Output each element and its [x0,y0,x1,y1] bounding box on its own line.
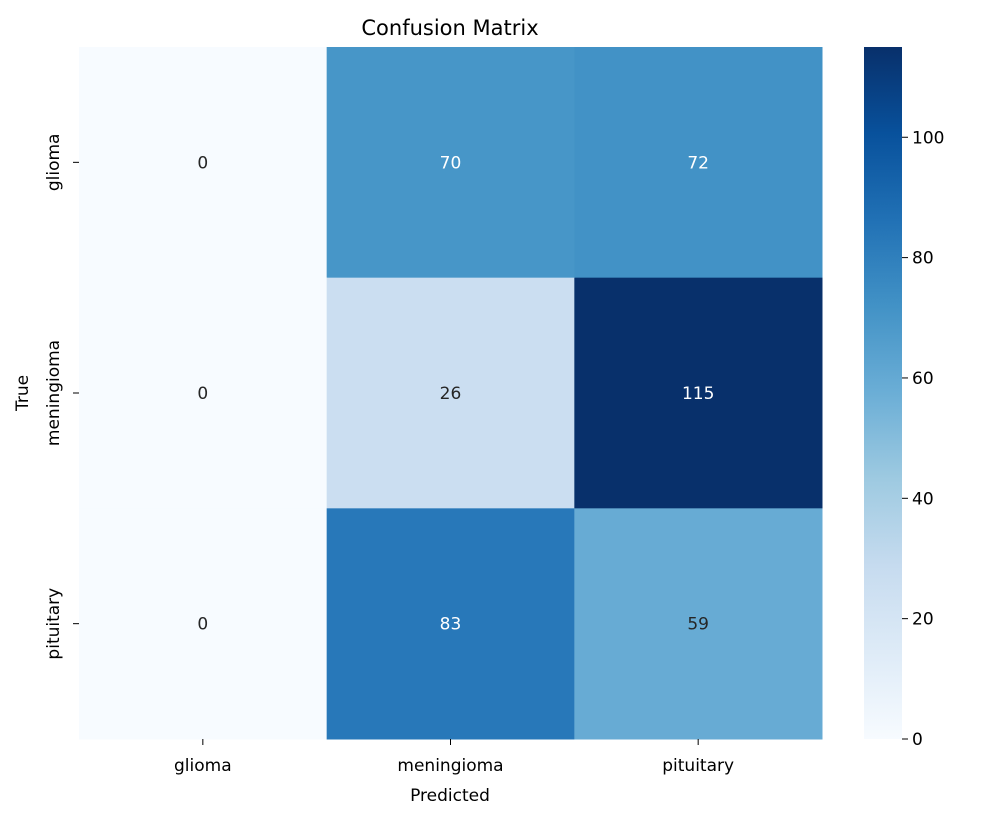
y-tick-label-glioma: glioma [44,134,64,192]
x-axis-label: Predicted [410,786,490,806]
colorbar [864,47,902,739]
heatmap-cell-2-2 [574,508,823,740]
colorbar-tick-label-20: 20 [912,610,934,630]
cell-value-0-2: 72 [687,153,709,173]
heatmap-cell-1-1 [326,277,575,509]
chart-title: Confusion Matrix [361,16,538,40]
cell-value-0-0: 0 [197,153,208,173]
cell-value-2-0: 0 [197,615,208,635]
heatmap-cell-1-2 [574,277,823,509]
cell-value-1-2: 115 [682,384,714,404]
x-tick-label-glioma: glioma [174,756,232,776]
cell-value-0-1: 70 [440,153,462,173]
heatmap-cells [79,47,823,740]
x-axis-ticks: glioma meningioma pituitary [174,739,734,776]
colorbar-tick-label-100: 100 [912,128,944,148]
cell-value-2-1: 83 [440,615,462,635]
cell-value-1-1: 26 [440,384,462,404]
y-tick-label-pituitary: pituitary [44,588,64,660]
y-axis-label: True [13,375,33,412]
cell-value-2-2: 59 [687,615,709,635]
x-tick-label-meningioma: meningioma [397,756,503,776]
colorbar-ticks: 0 20 40 60 80 100 [902,128,944,750]
y-axis-ticks: glioma meningioma pituitary [44,134,79,660]
y-tick-label-meningioma: meningioma [44,340,64,446]
heatmap-cell-0-1 [326,47,575,279]
heatmap-cell-labels: 0 70 72 0 26 115 0 83 59 [197,153,714,634]
heatmap-cell-0-2 [574,47,823,279]
colorbar-tick-label-0: 0 [912,730,923,750]
cell-value-1-0: 0 [197,384,208,404]
colorbar-tick-label-40: 40 [912,489,934,509]
heatmap-cell-2-1 [326,508,575,740]
colorbar-tick-label-80: 80 [912,249,934,269]
heatmap-cell-0-0 [79,47,328,279]
heatmap-cell-2-0 [79,508,328,740]
colorbar-tick-label-60: 60 [912,369,934,389]
heatmap-cell-1-0 [79,277,328,509]
x-tick-label-pituitary: pituitary [662,756,734,776]
